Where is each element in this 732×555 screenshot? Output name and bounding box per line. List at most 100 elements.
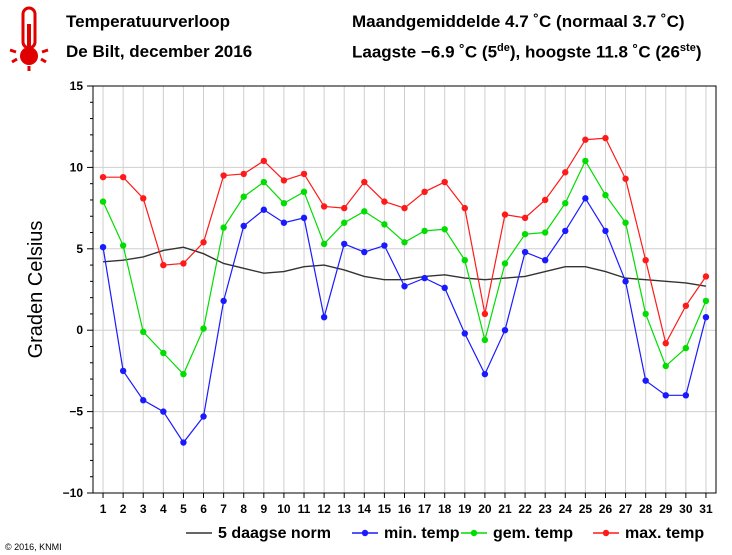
data-point [441,226,448,233]
x-tick-label: 24 [559,502,573,516]
x-tick-label: 21 [498,502,512,516]
legend: 5 daagse norm min. temp gem. temp max. temp [186,525,704,542]
data-point [341,219,348,226]
data-point [99,243,107,251]
extremes-sup-high: ste [679,42,696,54]
extremes-text-part: ), hoogste 11.8 ˚C (26 [509,42,680,62]
data-point [361,248,368,256]
x-tick-label: 9 [260,502,267,516]
data-point [381,221,388,228]
data-point [582,195,589,202]
data-point [441,284,448,292]
data-point [260,157,268,165]
x-tick-label: 10 [277,502,291,516]
data-point [682,392,690,399]
data-point [160,349,167,357]
data-point [200,325,207,332]
data-point [702,313,710,321]
data-point [521,248,529,256]
chart-subtitle: De Bilt, december 2016 [66,42,253,61]
x-tick-label: 25 [579,502,593,516]
data-point [562,227,569,235]
data-point [381,198,388,205]
x-tick-label: 27 [619,502,633,516]
data-point [702,297,710,305]
x-tick-label: 23 [538,502,552,516]
extremes-text-part: ) [695,42,702,62]
data-point [481,336,489,344]
data-point [421,188,428,196]
extremes-text: Laagste −6.9 ˚C (5de), hoogste 11.8 ˚C (… [352,42,702,63]
data-point [622,219,629,226]
series-line--daagse-norm [102,246,707,287]
x-tick-label: 2 [120,502,127,516]
data-point [622,175,629,182]
data-point [180,260,187,267]
data-point [541,229,549,236]
extremes-sup-low: de [497,42,510,54]
data-point [140,328,147,336]
x-tick-label: 5 [180,502,187,516]
extremes-text-part: Laagste −6.9 ˚C (5 [352,42,498,62]
data-point [421,227,428,235]
x-tick-label: 13 [338,502,352,516]
x-tick-label: 14 [358,502,372,516]
data-point [140,195,147,202]
data-point [280,219,288,226]
data-point [180,370,187,378]
data-point [521,230,529,238]
data-point [320,203,328,210]
data-point [662,392,669,399]
data-point [200,239,207,246]
y-tick-label: 0 [76,323,83,337]
legend-label-min-temp: min. temp [384,525,460,542]
data-point [240,193,247,200]
monthly-average-text: Maandgemiddelde 4.7 ˚C (normaal 3.7 ˚C) [352,12,685,31]
data-point [320,240,328,248]
data-point [300,188,308,196]
x-tick-label: 22 [518,502,532,516]
y-tick-label: 5 [76,242,83,256]
data-point [160,408,167,415]
x-tick-label: 8 [240,502,247,516]
data-point [562,200,569,207]
x-tick-label: 15 [378,502,392,516]
y-tick-label: −5 [69,405,83,419]
x-tick-label: 11 [298,502,311,516]
x-tick-label: 1 [100,502,107,516]
data-point [220,172,227,179]
data-point [300,170,308,178]
data-point [300,214,308,222]
data-point [341,240,348,248]
data-point [361,178,368,186]
data-point [682,302,690,309]
data-point [602,191,609,199]
grid [93,86,716,493]
data-point [220,224,227,231]
data-point [642,310,649,318]
data-point [140,397,147,404]
data-point [622,278,629,285]
data-point [662,340,669,347]
x-tick-label: 17 [418,502,432,516]
data-point [461,330,468,337]
data-point [481,370,489,378]
x-tick-label: 3 [140,502,147,516]
data-point [642,377,649,384]
data-point [361,208,368,215]
data-point [501,260,509,267]
data-point [160,261,167,269]
data-point [260,206,268,213]
legend-marker-max-temp [602,529,610,537]
data-point [602,134,609,142]
data-point [541,256,549,264]
data-point [682,344,690,352]
y-tick-label: 15 [70,79,84,93]
data-point [501,327,509,334]
x-tick-label: 6 [200,502,207,516]
copyright-text: © 2016, KNMI [5,542,62,552]
data-point [119,173,127,181]
chart-title: Temperatuurverloop [66,12,231,31]
data-point [240,222,247,230]
